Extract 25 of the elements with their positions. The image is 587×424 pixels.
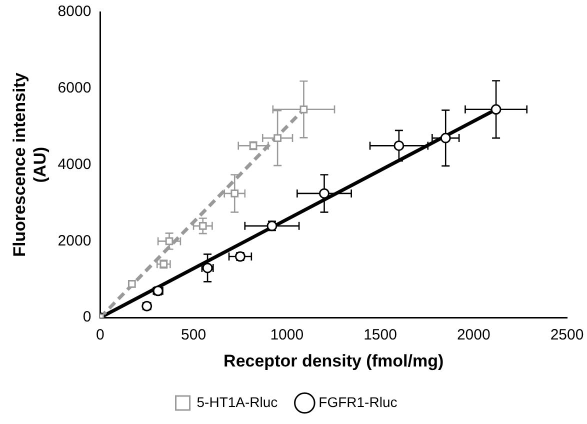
point [394, 140, 404, 151]
y-tick-label: 8000 [58, 3, 92, 20]
y-tick-label: 4000 [58, 156, 92, 173]
point [490, 104, 502, 115]
point [300, 105, 308, 114]
legend-label: 5-HT1A-Rluc [196, 394, 278, 410]
point [230, 190, 239, 198]
point [128, 280, 136, 288]
x-tick-label: 500 [181, 326, 206, 344]
point [165, 237, 174, 246]
x-tick-label: 1000 [270, 326, 304, 344]
y-tick-label: 2000 [58, 232, 92, 250]
x-axis-title: Receptor density (fmol/mg) [224, 351, 444, 370]
point [274, 134, 282, 142]
point [319, 188, 330, 199]
x-tick-label: 0 [96, 326, 104, 344]
x-tick-label: 2500 [550, 326, 584, 344]
x-tick-label: 2000 [456, 326, 490, 344]
point [440, 132, 451, 144]
y-tick-label: 6000 [58, 80, 92, 97]
x-tick-label: 1500 [364, 326, 397, 344]
legend-label: FGFR1-Rluc [318, 394, 398, 410]
y-axis-title: Fluorescence intensity (AU) [10, 72, 50, 257]
y-tick-label: 0 [82, 308, 92, 326]
point [198, 222, 207, 230]
